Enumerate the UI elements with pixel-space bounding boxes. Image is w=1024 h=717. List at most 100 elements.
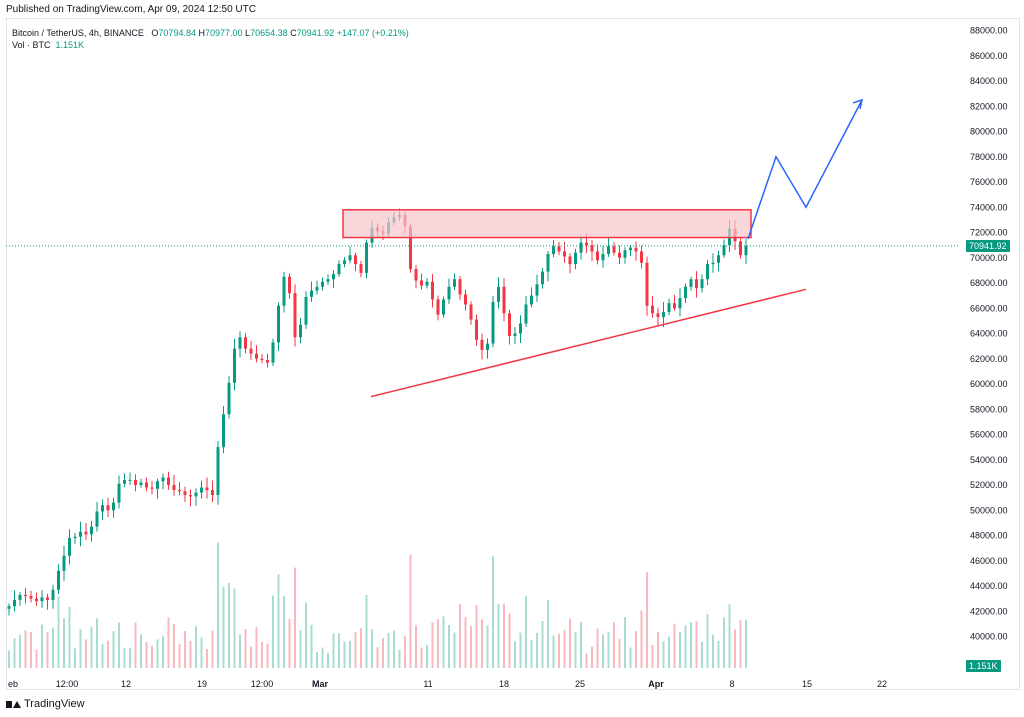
candle-body: [623, 250, 627, 258]
price-tick-label: 88000.00: [970, 26, 1008, 36]
candle-body: [436, 299, 440, 315]
candle-body: [442, 299, 445, 315]
volume-bar: [151, 645, 153, 668]
volume-bar: [316, 652, 318, 668]
volume-bar: [651, 644, 654, 668]
volume-bar: [255, 627, 258, 668]
price-tick-label: 62000.00: [970, 354, 1008, 364]
time-tick-label: 12:00: [56, 679, 79, 689]
volume-bar: [464, 617, 467, 668]
candle-body: [7, 606, 11, 609]
change-value: +147.07 (+0.21%): [336, 28, 409, 38]
candle-body: [530, 295, 533, 305]
candle-body: [739, 241, 742, 256]
volume-label: Vol · BTC: [12, 40, 51, 50]
volume-bar: [624, 617, 626, 668]
low-label: L: [245, 28, 251, 38]
volume-bar: [250, 646, 252, 668]
volume-bar: [629, 647, 632, 668]
candle-body: [299, 324, 302, 338]
candle-body: [596, 251, 599, 261]
candle-body: [678, 298, 682, 309]
volume-bar: [79, 628, 82, 668]
time-tick-label: 25: [575, 679, 585, 689]
volume-bar: [90, 626, 93, 668]
volume-bar: [239, 634, 241, 668]
candle-body: [255, 353, 258, 359]
volume-bar: [734, 629, 736, 668]
candle-body: [359, 264, 363, 273]
candle-body: [612, 246, 616, 253]
candle-body: [722, 245, 726, 256]
volume-bar: [206, 648, 208, 668]
volume-bar: [305, 602, 307, 668]
volume-bar: [646, 572, 648, 668]
price-tick-label: 72000.00: [970, 228, 1008, 238]
price-tick-label: 68000.00: [970, 278, 1008, 288]
volume-bar: [68, 606, 71, 668]
volume-bar: [558, 633, 560, 668]
price-tick-label: 70000.00: [970, 253, 1008, 263]
resistance-zone: [342, 209, 752, 239]
volume-bar: [525, 596, 527, 668]
volume-bar: [701, 641, 703, 668]
volume-bar: [376, 647, 379, 668]
candle-body: [123, 479, 126, 484]
candle-body: [447, 286, 451, 300]
volume-bar: [459, 604, 461, 668]
time-tick-label: 15: [802, 679, 812, 689]
volume-bar: [591, 646, 593, 668]
volume-bar: [497, 604, 500, 668]
time-tick-label: 11: [423, 679, 432, 689]
candle-body: [282, 276, 286, 306]
volume-bar: [728, 604, 731, 668]
volume-bar: [8, 650, 10, 668]
volume-bar: [723, 617, 725, 668]
candle-body: [249, 348, 253, 354]
volume-badge: 1.151K: [966, 660, 1001, 672]
candle-body: [211, 490, 214, 496]
candle-body: [354, 255, 357, 265]
legend: Bitcoin / TetherUS, 4h, BINANCE O70794.8…: [12, 27, 409, 51]
candle-body: [145, 482, 148, 488]
volume-bar: [398, 649, 401, 668]
candle-body: [13, 599, 16, 607]
volume-bar: [673, 623, 676, 668]
volume-bar: [552, 635, 555, 668]
candle-body: [79, 531, 82, 537]
volume-bar: [684, 625, 687, 668]
volume-bar: [602, 634, 604, 668]
price-tick-label: 56000.00: [970, 430, 1008, 440]
volume-bar: [211, 630, 214, 668]
candle-body: [233, 348, 236, 383]
candle-body: [304, 296, 308, 325]
price-tick-label: 78000.00: [970, 152, 1008, 162]
candle-body: [134, 479, 137, 485]
volume-bar: [118, 622, 120, 668]
volume-bar: [57, 596, 60, 668]
volume-bar: [74, 648, 76, 668]
volume-bar: [360, 628, 362, 668]
volume-bar: [46, 632, 49, 668]
volume-bar: [30, 632, 32, 668]
volume-bar: [200, 637, 203, 668]
candle-body: [491, 301, 495, 344]
candle-body: [62, 555, 66, 571]
candle-body: [266, 360, 269, 363]
candle-body: [343, 260, 346, 265]
candle-body: [552, 246, 555, 254]
volume-bar: [695, 620, 698, 668]
candle-body: [178, 490, 181, 492]
candle-body: [700, 279, 704, 289]
price-tick-label: 46000.00: [970, 556, 1008, 566]
volume-bar: [343, 641, 346, 668]
candle-body: [607, 246, 610, 254]
candle-body: [546, 253, 550, 272]
high-value: 70977.00: [204, 28, 243, 38]
price-tick-label: 80000.00: [970, 127, 1008, 137]
volume-bar: [679, 632, 681, 668]
candle-body: [315, 286, 319, 291]
candle-body: [469, 304, 473, 320]
candle-body: [326, 279, 330, 282]
